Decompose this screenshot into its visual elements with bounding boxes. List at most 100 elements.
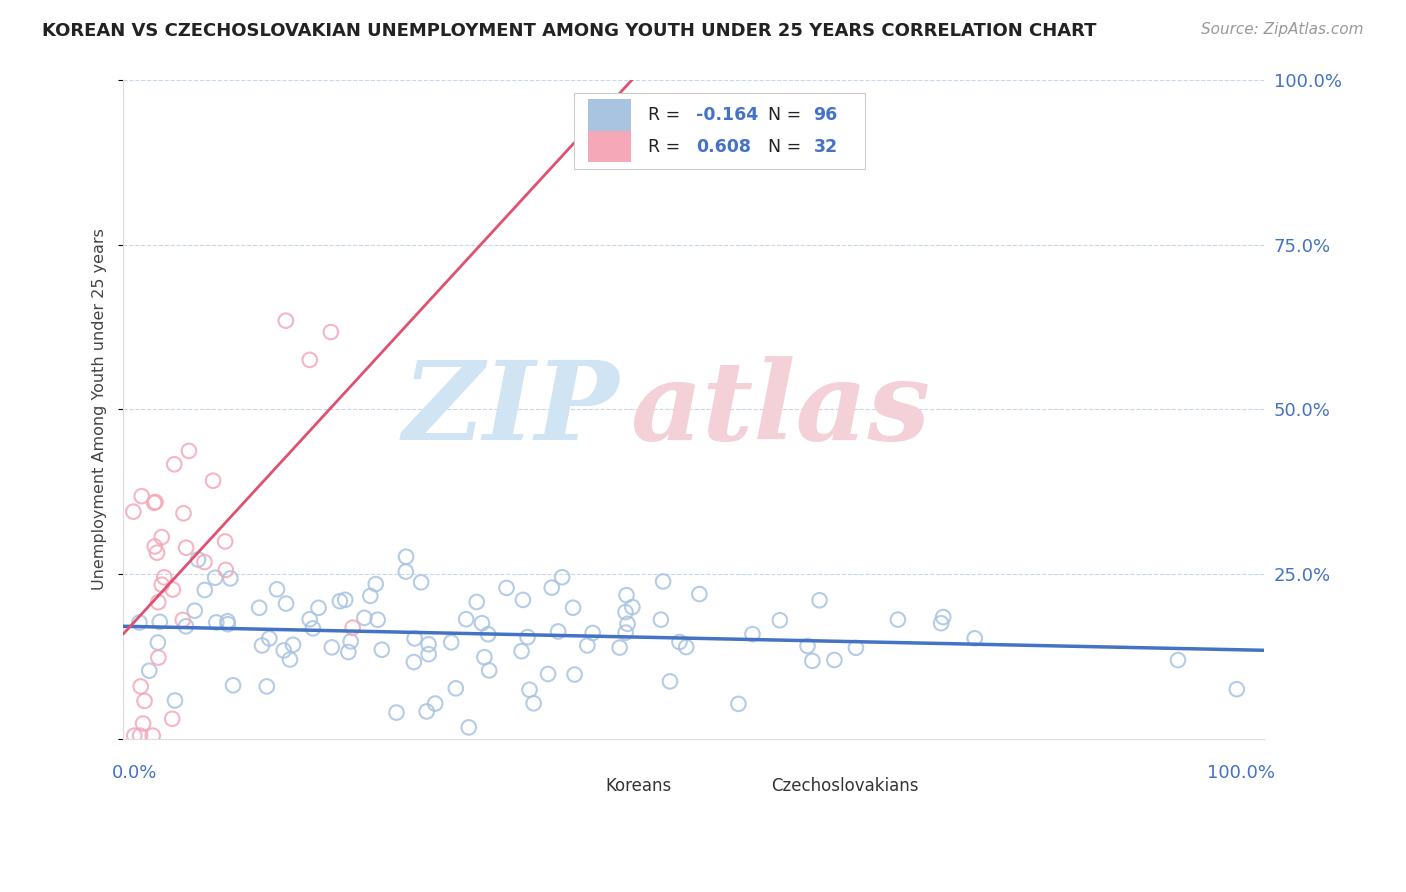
Point xyxy=(128,615,150,630)
Point xyxy=(321,640,343,655)
Point xyxy=(281,638,304,652)
Point xyxy=(932,610,955,624)
Point xyxy=(353,611,375,625)
Point xyxy=(202,474,225,488)
Point xyxy=(174,619,197,633)
Point xyxy=(162,582,184,597)
Point xyxy=(385,706,408,720)
Point xyxy=(887,613,910,627)
Point xyxy=(510,644,533,658)
Text: 100.0%: 100.0% xyxy=(1208,764,1275,782)
Point xyxy=(616,616,638,631)
Text: R =: R = xyxy=(648,137,686,155)
Point xyxy=(319,325,342,339)
Point xyxy=(149,615,172,629)
Point xyxy=(395,549,418,564)
Point xyxy=(148,650,170,665)
Point xyxy=(214,534,236,549)
Y-axis label: Unemployment Among Youth under 25 years: Unemployment Among Youth under 25 years xyxy=(93,228,107,591)
Point xyxy=(160,712,183,726)
Point xyxy=(124,729,146,743)
Point xyxy=(172,613,194,627)
Point xyxy=(129,680,152,694)
Text: 96: 96 xyxy=(814,106,838,124)
Point xyxy=(274,313,297,327)
Point xyxy=(174,541,197,555)
Point xyxy=(727,697,749,711)
Point xyxy=(163,693,186,707)
Point xyxy=(335,592,357,607)
Point xyxy=(274,597,297,611)
Text: Source: ZipAtlas.com: Source: ZipAtlas.com xyxy=(1201,22,1364,37)
Text: R =: R = xyxy=(648,106,686,124)
Point xyxy=(302,621,325,635)
Text: 0.0%: 0.0% xyxy=(112,764,157,782)
Point xyxy=(329,594,352,608)
Point xyxy=(177,443,200,458)
Point xyxy=(359,589,381,603)
Text: 0.608: 0.608 xyxy=(696,137,751,155)
Point xyxy=(298,352,321,367)
Point xyxy=(132,716,155,731)
Point xyxy=(134,694,156,708)
Point xyxy=(516,630,538,644)
Point xyxy=(146,635,169,649)
Text: ZIP: ZIP xyxy=(404,356,620,463)
Point xyxy=(153,570,176,584)
Point xyxy=(163,458,186,472)
Point xyxy=(215,563,238,577)
Point xyxy=(308,600,330,615)
Text: Czechoslovakians: Czechoslovakians xyxy=(772,777,918,795)
Point xyxy=(564,667,586,681)
Point xyxy=(796,639,818,653)
Point xyxy=(621,600,644,615)
Point xyxy=(551,570,574,584)
Point xyxy=(540,581,562,595)
Point xyxy=(194,582,217,597)
FancyBboxPatch shape xyxy=(728,773,759,798)
Point xyxy=(411,575,433,590)
Point xyxy=(688,587,710,601)
FancyBboxPatch shape xyxy=(562,773,595,798)
Point xyxy=(395,565,418,579)
Point xyxy=(337,645,360,659)
Point xyxy=(801,654,824,668)
Point xyxy=(146,546,169,560)
Point xyxy=(193,555,215,569)
Point xyxy=(367,613,389,627)
Point xyxy=(418,647,440,661)
Point xyxy=(222,678,245,692)
Point xyxy=(444,681,467,696)
Text: 32: 32 xyxy=(814,137,838,155)
Point xyxy=(143,540,166,554)
Point xyxy=(769,613,792,627)
Point xyxy=(150,530,173,544)
Point xyxy=(143,496,166,510)
Point xyxy=(259,632,281,646)
Point xyxy=(659,674,682,689)
Point xyxy=(808,593,831,607)
Point xyxy=(131,489,153,503)
Point xyxy=(675,640,697,654)
Point xyxy=(138,664,160,678)
Point xyxy=(425,697,447,711)
Point xyxy=(616,588,638,602)
Point xyxy=(668,635,690,649)
Point xyxy=(614,625,637,640)
Point xyxy=(474,650,496,665)
Point xyxy=(576,639,599,653)
Text: atlas: atlas xyxy=(631,356,931,463)
Point xyxy=(478,664,501,678)
Point xyxy=(187,552,209,566)
Text: N =: N = xyxy=(768,137,807,155)
Point xyxy=(547,624,569,639)
Point xyxy=(614,605,637,619)
Point xyxy=(477,627,499,641)
Point xyxy=(217,615,239,629)
Point xyxy=(609,640,631,655)
Text: Koreans: Koreans xyxy=(606,777,672,795)
Point xyxy=(256,680,278,694)
Point xyxy=(929,616,952,631)
Point xyxy=(519,682,541,697)
Point xyxy=(250,639,273,653)
